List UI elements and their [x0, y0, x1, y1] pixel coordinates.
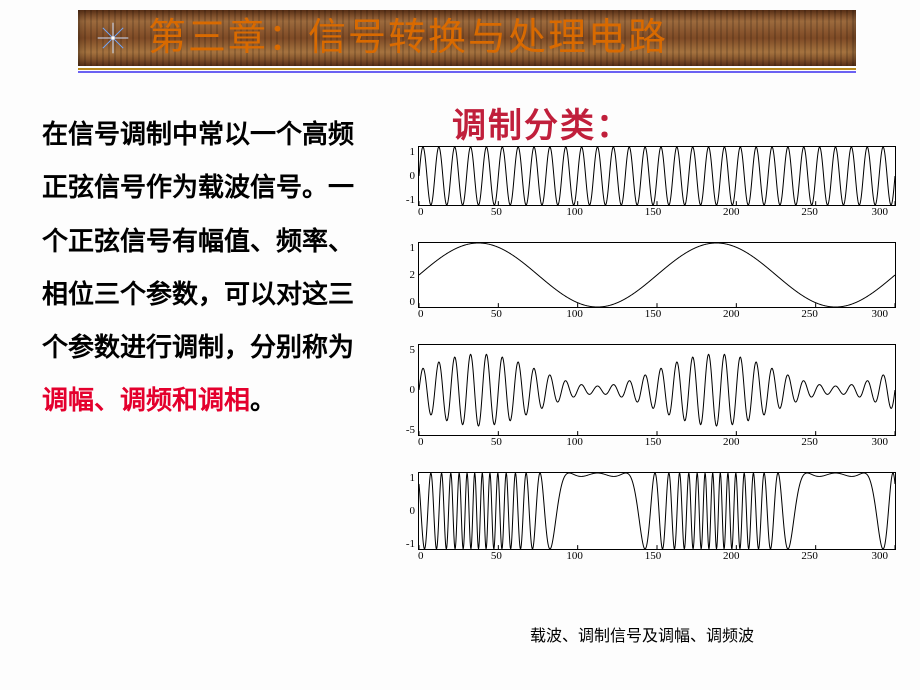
body-highlight: 调幅、调频和调相 — [42, 386, 250, 415]
chart-panel-carrier: 10-1 — [388, 146, 896, 206]
modulation-charts: 10-1 050100150200250300120 0501001502002… — [388, 146, 896, 562]
sparkle-icon — [96, 21, 130, 55]
plot-box — [418, 146, 896, 206]
underline-blue — [78, 71, 856, 73]
x-axis-labels: 050100150200250300 — [418, 308, 888, 320]
chart-panel-modulating: 120 — [388, 242, 896, 308]
chart-panel-fm: 10-1 — [388, 472, 896, 550]
body-paragraph: 在信号调制中常以一个高频正弦信号作为载波信号。一个正弦信号有幅值、频率、相位三个… — [42, 108, 368, 428]
x-axis-labels: 050100150200250300 — [418, 206, 888, 218]
chart-caption: 载波、调制信号及调幅、调频波 — [388, 622, 896, 646]
subtitle: 调制分类： — [452, 98, 632, 147]
y-axis-labels: 10-1 — [388, 472, 418, 550]
page-title: 第三章：信号转换与处理电路 — [148, 10, 848, 66]
y-axis-labels: 50-5 — [388, 344, 418, 436]
chart-panel-am: 50-5 — [388, 344, 896, 436]
y-axis-labels: 10-1 — [388, 146, 418, 206]
underline-gold — [78, 68, 856, 70]
plot-box — [418, 242, 896, 308]
x-axis-labels: 050100150200250300 — [418, 550, 888, 562]
body-post: 。 — [250, 386, 276, 415]
plot-box — [418, 344, 896, 436]
x-axis-labels: 050100150200250300 — [418, 436, 888, 448]
plot-box — [418, 472, 896, 550]
y-axis-labels: 120 — [388, 242, 418, 308]
body-pre: 在信号调制中常以一个高频正弦信号作为载波信号。一个正弦信号有幅值、频率、相位三个… — [42, 120, 354, 362]
